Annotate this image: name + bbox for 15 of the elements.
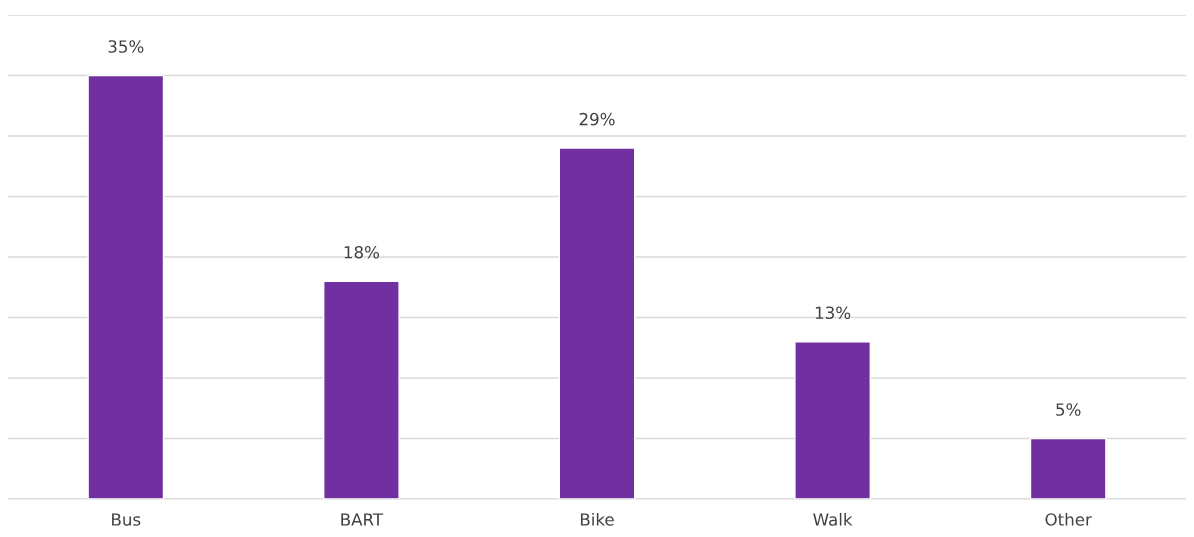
- x-tick-label: Walk: [813, 512, 853, 526]
- bar: [1029, 437, 1107, 499]
- x-tick-label: Bus: [112, 513, 141, 526]
- bar: [794, 341, 871, 499]
- data-label: 5%: [1056, 403, 1081, 416]
- data-label: 29%: [579, 112, 615, 126]
- bar: [323, 280, 400, 499]
- data-label: 35%: [108, 40, 144, 53]
- x-tick-label: Other: [1045, 512, 1092, 526]
- x-tick-label: BART: [341, 513, 384, 526]
- data-label: 13%: [815, 306, 851, 320]
- x-tick-label: Bike: [580, 512, 614, 526]
- bar: [558, 147, 636, 499]
- bar: [87, 74, 165, 499]
- data-label: 18%: [344, 245, 379, 259]
